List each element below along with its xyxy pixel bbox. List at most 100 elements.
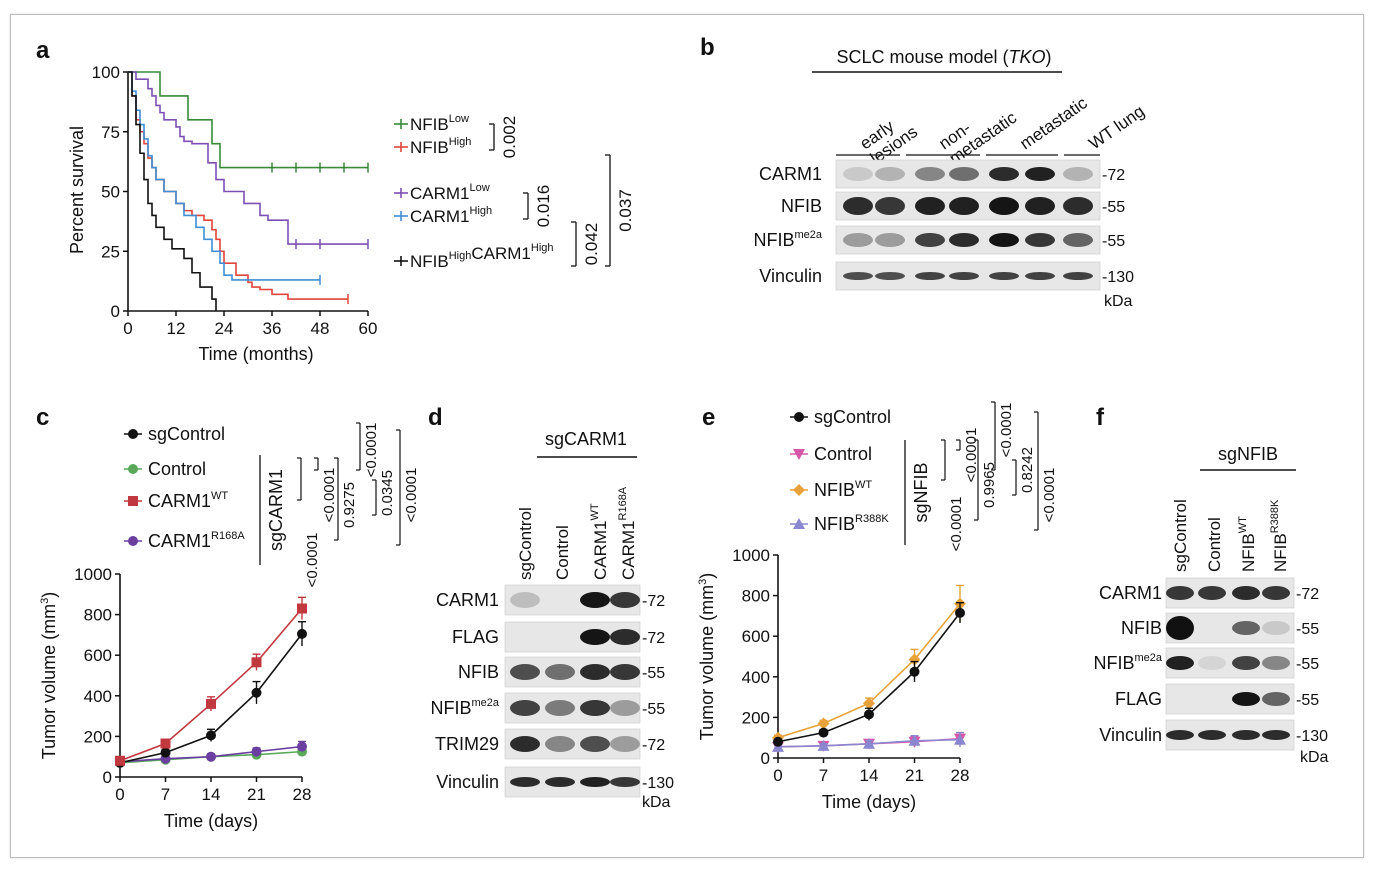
data-point xyxy=(160,747,171,758)
lane-label: CARM1WT xyxy=(589,503,610,580)
blot-band xyxy=(915,197,945,215)
blot-band xyxy=(545,664,575,680)
legend-label: sgControl xyxy=(148,424,225,444)
x-tick-label: 28 xyxy=(293,785,312,804)
data-point xyxy=(297,603,307,614)
blot-band xyxy=(1063,233,1093,247)
data-point xyxy=(206,730,216,741)
blot-row-label: NFIBme2a xyxy=(1093,652,1162,673)
blot-band xyxy=(610,777,640,787)
survival-curve-4 xyxy=(128,71,217,311)
x-axis-label: Time (days) xyxy=(822,792,916,812)
p-value-label: 0.037 xyxy=(616,189,635,232)
data-point xyxy=(908,653,921,666)
label-sup: High xyxy=(449,250,472,262)
blot-band xyxy=(843,167,873,181)
blot-band xyxy=(843,272,873,280)
blot-band xyxy=(915,233,945,247)
label-main: FLAG xyxy=(1115,689,1162,709)
p-value-label: <0.0001 xyxy=(948,497,965,552)
lane-label: Control xyxy=(1205,517,1224,572)
label-main: Control xyxy=(814,444,872,464)
legend-marker xyxy=(794,412,804,422)
y-tick-label: 1000 xyxy=(74,565,112,584)
y-tick-label: 0 xyxy=(111,302,120,321)
legend-marker xyxy=(793,449,805,460)
x-tick-label: 60 xyxy=(359,319,378,338)
group-label: WT lung xyxy=(1085,102,1148,154)
legend-label: CARM1Low xyxy=(410,182,490,203)
panel-e: e 0 200 400 600 800 1000 0 7 14 21 28 Tumor volume (… xyxy=(697,401,1058,812)
blot-band xyxy=(1262,621,1290,635)
mw-marker: -55 xyxy=(1296,656,1319,673)
blot-band xyxy=(1232,656,1260,670)
label-sup: WT xyxy=(589,503,601,520)
blot-band xyxy=(610,700,640,716)
label-sup: me2a xyxy=(471,697,499,709)
survival-curve-1 xyxy=(128,71,348,300)
p-value-label: <0.0001 xyxy=(998,403,1015,458)
label-main: CARM1 xyxy=(148,491,211,511)
label-main: Vinculin xyxy=(1099,725,1162,745)
legend-label: NFIBHigh xyxy=(410,136,471,157)
blot-band xyxy=(510,592,540,608)
survival-curve-0 xyxy=(128,71,368,169)
blot-header: SCLC mouse model (TKO) xyxy=(836,47,1051,67)
blot-row-label: NFIBme2a xyxy=(753,229,822,250)
mw-marker: -72 xyxy=(1296,586,1319,603)
blot-header: sgCARM1 xyxy=(545,429,627,449)
x-tick-label: 12 xyxy=(167,319,186,338)
blot-row-label: NFIB xyxy=(1121,618,1162,638)
blot-band xyxy=(1025,272,1055,280)
group-label: sgCARM1 xyxy=(266,469,286,551)
blot-row-label: CARM1 xyxy=(759,164,822,184)
blot-band xyxy=(545,777,575,787)
legend-label: NFIBHighCARM1High xyxy=(410,242,554,271)
label-main: FLAG xyxy=(452,627,499,647)
data-point xyxy=(297,741,307,752)
label-main: NFIB xyxy=(410,252,449,271)
y-axis-label: Tumor volume (mm3) xyxy=(39,592,59,759)
blot-band xyxy=(1232,621,1260,635)
mw-marker: -55 xyxy=(1296,621,1319,638)
blot-band xyxy=(1232,692,1260,706)
blot-row-label: Vinculin xyxy=(1099,725,1162,745)
x-axis-label: Time (months) xyxy=(198,344,313,364)
blot-band xyxy=(915,167,945,181)
label-sup: High xyxy=(449,136,472,148)
data-point xyxy=(908,734,921,746)
blot-band xyxy=(510,777,540,787)
label-main: NFIB xyxy=(458,662,499,682)
label-main: NFIB xyxy=(1239,533,1258,572)
panel-b: b SCLC mouse model (TKO) earlylesions non-m… xyxy=(700,34,1148,310)
panel-letter-b: b xyxy=(700,34,715,61)
blot-band xyxy=(1262,586,1290,600)
ylabel-sup: 3 xyxy=(697,579,709,585)
blot-row-label: CARM1 xyxy=(1099,583,1162,603)
y-tick-label: 400 xyxy=(84,687,112,706)
mw-marker: -72 xyxy=(642,593,665,610)
group-line-1: metastatic xyxy=(1016,93,1091,153)
legend-label: NFIBR388K xyxy=(814,513,889,534)
label-sup: WT xyxy=(211,490,228,502)
ylabel-end: ) xyxy=(697,573,717,579)
blot-band xyxy=(580,777,610,787)
blot-band xyxy=(610,736,640,752)
blot-band xyxy=(875,197,905,215)
mw-marker: -130 xyxy=(1102,269,1134,286)
x-tick-label: 0 xyxy=(123,319,132,338)
legend-marker xyxy=(793,484,805,496)
panel-letter-a: a xyxy=(36,37,50,64)
x-tick-label: 0 xyxy=(115,785,124,804)
y-tick-label: 400 xyxy=(742,668,770,687)
y-tick-label: 600 xyxy=(742,627,770,646)
p-value-label: <0.0001 xyxy=(963,428,980,483)
blot-band xyxy=(949,197,979,215)
blot-band xyxy=(1198,730,1226,740)
label-main: NFIB xyxy=(1271,533,1290,572)
label-sup: me2a xyxy=(794,229,822,241)
p-value-label: <0.0001 xyxy=(321,468,338,523)
blot-band xyxy=(1166,656,1194,670)
y-tick-label: 200 xyxy=(742,708,770,727)
